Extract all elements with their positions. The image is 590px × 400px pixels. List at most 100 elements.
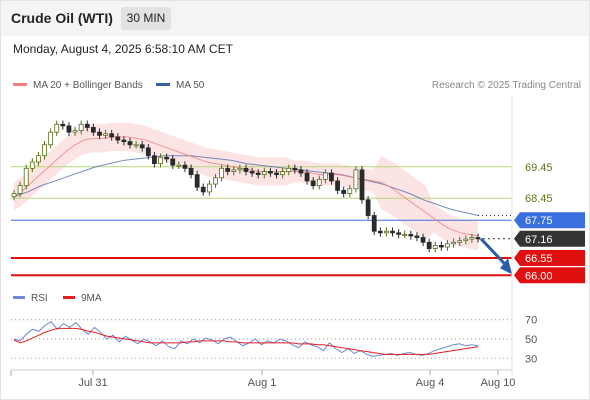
- candle-body: [432, 245, 438, 249]
- level-label: 69.45: [525, 162, 553, 174]
- candle-body: [390, 230, 395, 234]
- candle-body: [213, 177, 218, 185]
- candle-body: [268, 171, 273, 174]
- candle-body: [316, 178, 322, 187]
- candle-body: [243, 167, 249, 172]
- candle-body: [84, 123, 90, 128]
- legend-ma20-label: MA 20 + Bollinger Bands: [33, 80, 143, 91]
- candle-body: [322, 172, 328, 180]
- x-tick-label: Aug 10: [481, 377, 516, 389]
- candle-body: [463, 238, 469, 242]
- candle-body: [445, 243, 450, 248]
- candle-body: [97, 131, 102, 136]
- candle-body: [347, 188, 353, 194]
- candle-body: [280, 171, 286, 176]
- ma20-swatch-icon: [13, 82, 27, 86]
- instrument-title: Crude Oil (WTI): [11, 10, 113, 26]
- legend-rsi-label: RSI: [31, 293, 48, 304]
- candle-body: [170, 158, 176, 166]
- candle-body: [176, 164, 182, 167]
- candle-body: [298, 169, 304, 174]
- bollinger-band: [14, 122, 478, 251]
- candle-body: [145, 147, 151, 157]
- level-tag-pivot: [514, 212, 585, 229]
- candle-body: [274, 172, 279, 176]
- level-label: 68.45: [525, 193, 553, 205]
- candle-body: [200, 186, 206, 193]
- forecast-arrow-head-icon: [500, 258, 512, 275]
- candle-body: [310, 180, 316, 187]
- forecast-arrow-shaft: [479, 237, 509, 268]
- candle-body: [72, 130, 78, 133]
- candle-body: [231, 169, 237, 172]
- candle-body: [219, 167, 224, 179]
- rsi-tick-label: 50: [525, 334, 537, 346]
- candle-body: [103, 133, 108, 136]
- level-tag-support: [514, 249, 585, 266]
- candle-body: [475, 237, 481, 240]
- candle-body: [121, 139, 127, 143]
- chart-datetime: Monday, August 4, 2025 6:58:10 AM CET: [13, 42, 233, 56]
- ma50-line: [13, 155, 479, 217]
- legend-ma50: MA 50: [156, 80, 204, 91]
- x-tick-label: Aug 4: [416, 377, 445, 389]
- candle-body: [11, 193, 17, 198]
- candle-body: [396, 232, 402, 235]
- rsi-tick-label: 70: [525, 315, 537, 327]
- level-tag-last_price: [514, 230, 585, 247]
- candle-body: [286, 167, 292, 172]
- timeframe-button[interactable]: 30 MIN: [121, 7, 171, 30]
- candle-body: [206, 183, 212, 193]
- candle-body: [457, 240, 463, 243]
- candle-body: [54, 123, 60, 133]
- candle-body: [36, 155, 41, 163]
- candle-body: [152, 155, 157, 165]
- candle-body: [365, 199, 371, 216]
- candle-body: [17, 185, 23, 194]
- candle-body: [414, 235, 420, 238]
- candle-body: [225, 167, 231, 172]
- candle-body: [426, 241, 432, 249]
- legend-9ma: 9MA: [63, 293, 102, 304]
- candle-body: [420, 237, 426, 243]
- candle-body: [371, 215, 377, 232]
- rsi-tick-label: 30: [525, 353, 537, 365]
- candle-body: [249, 171, 255, 174]
- candle-body: [335, 180, 340, 191]
- candle-body: [194, 174, 200, 188]
- candle-body: [237, 167, 243, 171]
- candle-body: [341, 189, 347, 194]
- candle-body: [90, 127, 96, 133]
- candle-body: [115, 136, 121, 141]
- rsi-9ma-line: [13, 327, 479, 355]
- candle-body: [469, 237, 475, 240]
- candle-body: [78, 123, 84, 131]
- candle-body: [377, 230, 383, 234]
- candle-body: [66, 125, 72, 133]
- candle-body: [451, 241, 456, 245]
- legend-ma50-label: MA 50: [176, 80, 205, 91]
- candle-body: [188, 167, 194, 176]
- candle-body: [438, 245, 444, 248]
- level-label: 66.00: [525, 270, 553, 282]
- candle-body: [329, 172, 334, 182]
- level-tag-support: [514, 267, 585, 284]
- candle-body: [48, 131, 54, 146]
- candle-body: [109, 133, 115, 138]
- ma50-swatch-icon: [156, 82, 170, 86]
- candle-body: [402, 233, 408, 236]
- candle-body: [29, 161, 35, 169]
- candle-body: [261, 171, 267, 176]
- x-tick-label: Jul 31: [78, 377, 107, 389]
- candle-body: [127, 141, 133, 146]
- candle-body: [23, 167, 29, 187]
- legend-ma20: MA 20 + Bollinger Bands: [13, 80, 143, 91]
- 9ma-swatch-icon: [63, 295, 75, 299]
- level-label: 67.16: [525, 234, 553, 246]
- candle-body: [158, 156, 163, 165]
- candle-body: [255, 172, 261, 176]
- candle-body: [133, 144, 139, 147]
- rsi-swatch-icon: [13, 295, 25, 299]
- level-label: 66.55: [525, 253, 553, 265]
